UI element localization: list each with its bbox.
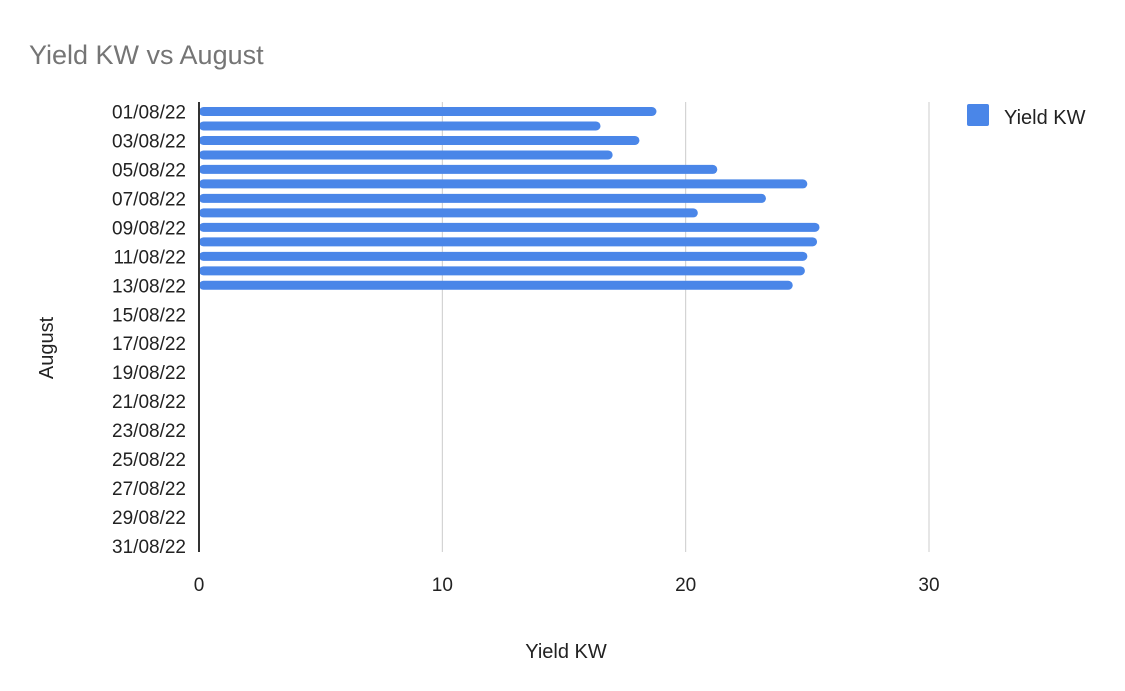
bar-08/08/22[interactable] xyxy=(199,208,698,217)
y-tick-label: 09/08/22 xyxy=(112,218,186,239)
y-tick-labels: 01/08/22 03/08/22 05/08/22 07/08/22 09/08/22… xyxy=(112,103,186,559)
bar-03/08/22[interactable] xyxy=(199,136,639,145)
y-tick-label: 31/08/22 xyxy=(112,537,186,558)
y-tick-label: 27/08/22 xyxy=(112,479,186,500)
bar-12/08/22[interactable] xyxy=(199,266,805,275)
bar-09/08/22[interactable] xyxy=(199,223,820,232)
y-tick-label: 07/08/22 xyxy=(112,189,186,210)
bars xyxy=(199,107,820,290)
y-tick-label: 15/08/22 xyxy=(112,305,186,326)
legend[interactable]: Yield KW xyxy=(967,104,1086,129)
x-axis-label: Yield KW xyxy=(525,641,607,663)
x-tick-label: 0 xyxy=(194,575,205,596)
x-tick-label: 20 xyxy=(675,575,696,596)
legend-swatch xyxy=(967,104,989,126)
y-tick-label: 21/08/22 xyxy=(112,392,186,413)
bar-13/08/22[interactable] xyxy=(199,281,793,290)
y-tick-label: 01/08/22 xyxy=(112,103,186,124)
y-tick-label: 19/08/22 xyxy=(112,363,186,384)
y-tick-label: 25/08/22 xyxy=(112,450,186,471)
y-tick-label: 05/08/22 xyxy=(112,160,186,181)
bar-01/08/22[interactable] xyxy=(199,107,656,116)
bar-04/08/22[interactable] xyxy=(199,150,613,159)
y-tick-label: 23/08/22 xyxy=(112,421,186,442)
bar-05/08/22[interactable] xyxy=(199,165,717,174)
x-tick-label: 10 xyxy=(432,575,453,596)
y-tick-label: 17/08/22 xyxy=(112,334,186,355)
y-tick-label: 29/08/22 xyxy=(112,508,186,529)
bar-11/08/22[interactable] xyxy=(199,252,807,261)
y-tick-label: 03/08/22 xyxy=(112,131,186,152)
x-tick-label: 30 xyxy=(918,575,939,596)
y-axis-label: August xyxy=(36,316,58,379)
y-tick-label: 11/08/22 xyxy=(113,247,186,268)
bar-07/08/22[interactable] xyxy=(199,194,766,203)
x-tick-labels: 0 10 20 30 xyxy=(194,575,940,596)
y-tick-label: 13/08/22 xyxy=(112,276,186,297)
legend-label: Yield KW xyxy=(1004,107,1086,129)
bar-02/08/22[interactable] xyxy=(199,121,601,130)
bar-10/08/22[interactable] xyxy=(199,237,817,246)
bar-06/08/22[interactable] xyxy=(199,179,807,188)
chart-title: Yield KW vs August xyxy=(29,40,264,70)
